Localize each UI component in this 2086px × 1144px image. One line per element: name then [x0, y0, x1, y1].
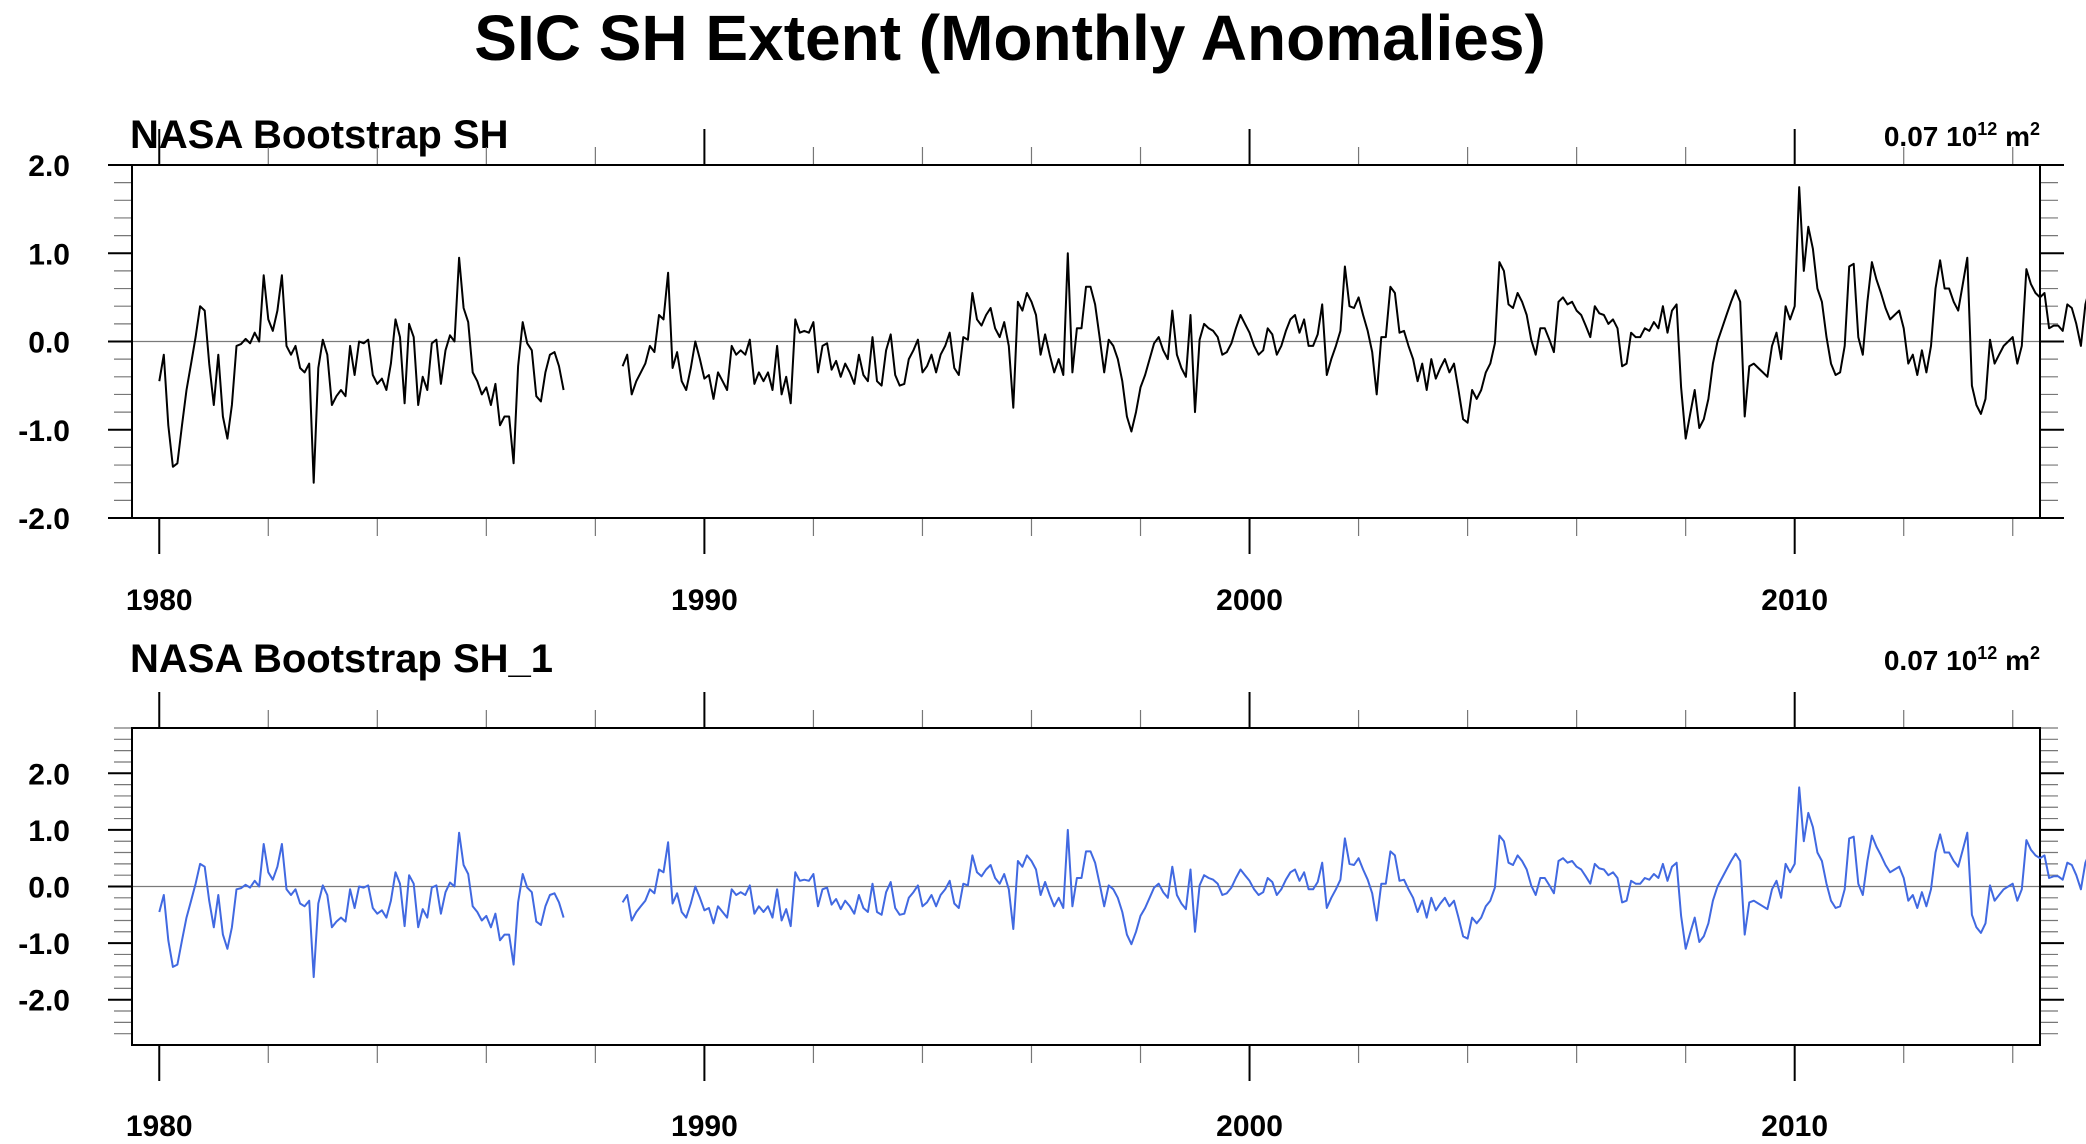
panel-title: NASA Bootstrap SH — [130, 113, 509, 157]
y-tick-label: -2.0 — [18, 503, 70, 536]
panel-title: NASA Bootstrap SH_1 — [130, 637, 553, 681]
panels: NASA Bootstrap SH 0.07 1012 m22.01.00.0-1… — [18, 113, 2086, 1143]
x-tick-label: 2000 — [1216, 1110, 1283, 1143]
y-tick-label: 2.0 — [28, 758, 70, 791]
y-tick-label: 2.0 — [28, 150, 70, 183]
chart-panel-2: NASA Bootstrap SH_1 0.07 1012 m2 2.0 1.0 0.0… — [18, 637, 2086, 1143]
units-unit: m — [1997, 121, 2030, 152]
figure-title: SIC SH Extent (Monthly Anomalies) — [474, 2, 1546, 74]
x-tick-label: 2000 — [1216, 584, 1283, 617]
plot-frame — [131, 727, 2041, 1046]
units-unit-exponent: 2 — [2030, 119, 2040, 139]
x-tick-label: 2010 — [1761, 1110, 1828, 1143]
series-line-1 — [158, 786, 2086, 979]
chart-panel-1: NASA Bootstrap SH 0.07 1012 m2 2.0 1.0 0.0 -1… — [18, 113, 2086, 617]
series-line-1 — [158, 186, 2086, 484]
y-tick-label: 1.0 — [28, 238, 70, 271]
y-tick-label: 1.0 — [28, 815, 70, 848]
units-exponent: 12 — [1977, 119, 1997, 139]
x-tick-label: 1990 — [671, 584, 738, 617]
units-exponent: 12 — [1977, 643, 1997, 663]
units-value: 0.07 10 — [1884, 645, 1977, 676]
units-annotation: 0.07 1012 m2 — [1884, 643, 2040, 676]
x-tick-label: 1980 — [126, 584, 193, 617]
y-tick-label: 0.0 — [28, 327, 70, 360]
y-tick-label: 0.0 — [28, 872, 70, 905]
x-tick-label: 1980 — [126, 1110, 193, 1143]
y-tick-label: -1.0 — [18, 928, 70, 961]
y-tick-label: -1.0 — [18, 415, 70, 448]
units-unit: m — [1997, 645, 2030, 676]
units-value: 0.07 10 — [1884, 121, 1977, 152]
plot-frame — [131, 164, 2041, 519]
y-tick-label: -2.0 — [18, 985, 70, 1018]
units-annotation: 0.07 1012 m2 — [1884, 119, 2040, 152]
x-tick-label: 2010 — [1761, 584, 1828, 617]
units-unit-exponent: 2 — [2030, 643, 2040, 663]
x-tick-label: 1990 — [671, 1110, 738, 1143]
